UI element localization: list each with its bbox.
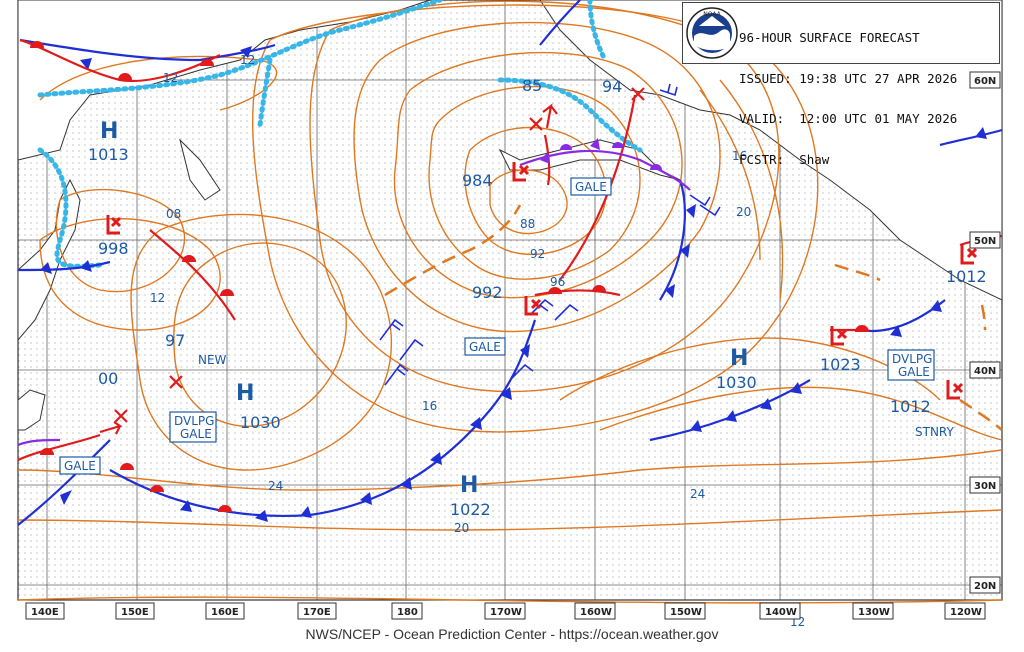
lat-label: 20N xyxy=(974,581,996,592)
wind-barbs xyxy=(379,83,721,386)
lat-label: 60N xyxy=(974,76,996,87)
pressure-labels: H 1013 H 1030 H 1022 H 1030 998 984 992 … xyxy=(88,53,987,629)
high-letter: H xyxy=(460,473,478,498)
high-pressure: 1030 xyxy=(716,373,757,392)
noaa-logo: NOAA xyxy=(686,7,738,59)
gale-warning: GALE xyxy=(64,459,96,473)
title-line-valid: VALID: 12:00 UTC 01 MAY 2026 xyxy=(739,111,958,126)
high-pressure: 1022 xyxy=(450,500,491,519)
title-line-1: 96-HOUR SURFACE FORECAST xyxy=(739,30,920,45)
isobar-label: 94 xyxy=(602,77,622,96)
title-line-issued: ISSUED: 19:38 UTC 27 APR 2026 xyxy=(739,70,958,86)
lon-label: 160W xyxy=(580,607,612,618)
isobar-label: 24 xyxy=(690,487,705,501)
troughs xyxy=(384,204,1003,431)
developing-gale-warning: GALE xyxy=(898,365,930,379)
high-letter: H xyxy=(100,119,118,144)
forecast-title-box: NOAA 96-HOUR SURFACE FORECAST ISSUED: 19… xyxy=(682,2,1000,166)
occluded-front xyxy=(17,149,691,447)
developing-gale-warning: DVLPG xyxy=(892,352,932,366)
isobar-label: 96 xyxy=(550,275,565,289)
isobar-label: 24 xyxy=(268,479,283,493)
isobar-label: 92 xyxy=(530,247,545,261)
ice-edge xyxy=(37,0,643,269)
low-pressure: 984 xyxy=(462,171,493,190)
isobar-label: 08 xyxy=(166,207,181,221)
lon-label: 150E xyxy=(121,607,149,618)
lat-lon-grid xyxy=(17,0,1003,601)
low-symbols xyxy=(106,162,978,400)
lon-label: 170W xyxy=(490,607,522,618)
isobar-label: 20 xyxy=(454,521,469,535)
low-pressure: 1023 xyxy=(820,355,861,374)
new-annotation: NEW xyxy=(198,353,227,367)
lon-label: 150W xyxy=(670,607,702,618)
low-pressure: 992 xyxy=(472,283,503,302)
low-pressure: 1012 xyxy=(946,267,987,286)
stationary-annotation: STNRY xyxy=(915,425,954,439)
high-pressure: 1030 xyxy=(240,413,281,432)
high-pressure: 1013 xyxy=(88,145,129,164)
title-line-forecaster: FCSTR: Shaw xyxy=(739,151,830,167)
coastlines xyxy=(17,0,1003,431)
lat-label: 50N xyxy=(974,236,996,247)
lon-label: 130W xyxy=(858,607,890,618)
footer-credit: NWS/NCEP - Ocean Prediction Center - htt… xyxy=(305,626,719,642)
latitude-labels: 60N 50N 40N 30N 20N xyxy=(969,71,1001,594)
high-letter: H xyxy=(236,381,254,406)
isobar-label: 00 xyxy=(98,369,118,388)
developing-gale-warning: GALE xyxy=(180,427,212,441)
gale-warning: GALE xyxy=(575,180,607,194)
longitude-labels: 140E 150E 160E 170E 180 170W 160W 150W 1… xyxy=(25,602,986,620)
occluded-symbols xyxy=(540,138,662,170)
isobar-label: 16 xyxy=(422,399,437,413)
isobar-label: 12 xyxy=(150,291,165,305)
low-pressure: 998 xyxy=(98,239,129,258)
warning-labels: GALE GALE GALE DVLPG GALE DVLPG GALE xyxy=(59,177,935,475)
high-letter: H xyxy=(730,346,748,371)
developing-gale-warning: DVLPG xyxy=(174,414,214,428)
isobar-label: 20 xyxy=(736,205,751,219)
low-centers xyxy=(99,87,645,435)
isobar-label: 97 xyxy=(165,331,185,350)
isobar-label: 12 xyxy=(240,53,255,67)
isobar-label: 85 xyxy=(522,76,542,95)
lon-label: 160E xyxy=(211,607,239,618)
gale-warning: GALE xyxy=(469,340,501,354)
lon-label: 180 xyxy=(397,607,418,618)
isobar-label: 12 xyxy=(163,71,178,85)
lon-label: 170E xyxy=(303,607,331,618)
lon-label: 140E xyxy=(31,607,59,618)
low-pressure: 1012 xyxy=(890,397,931,416)
isobar-label: 16 xyxy=(732,149,747,163)
lat-label: 30N xyxy=(974,481,996,492)
lat-label: 40N xyxy=(974,366,996,377)
isobar-label: 88 xyxy=(520,217,535,231)
lon-label: 120W xyxy=(950,607,982,618)
lon-label: 140W xyxy=(765,607,797,618)
logo-text: NOAA xyxy=(703,11,721,18)
